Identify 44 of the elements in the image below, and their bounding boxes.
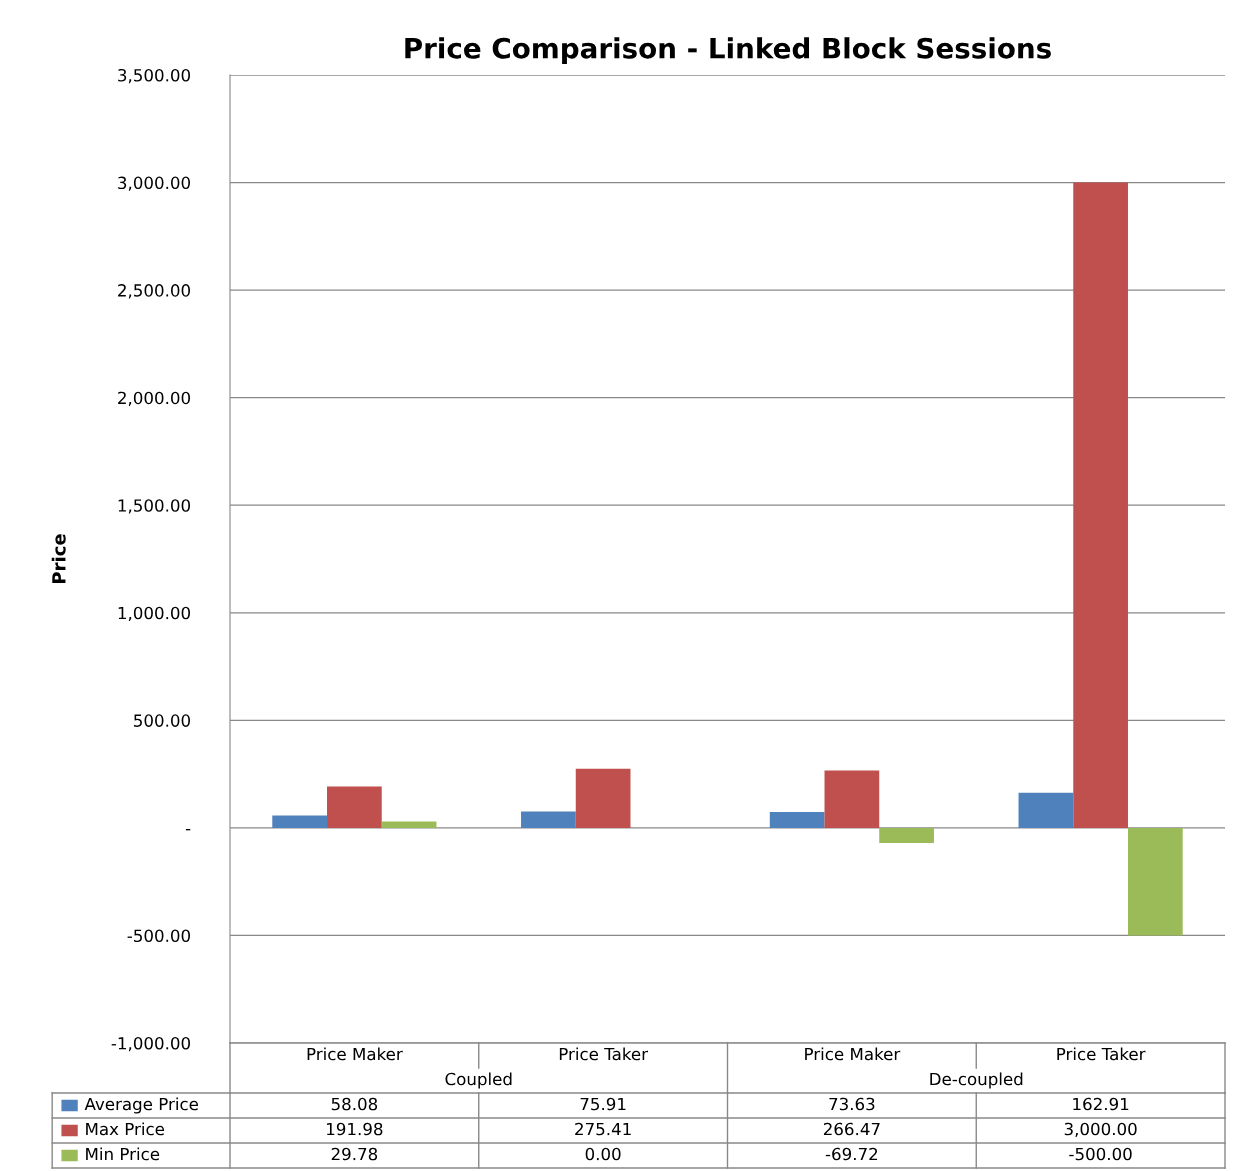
y-tick-label: 2,000.00 [118,391,190,406]
y-tick-label: 500.00 [134,714,190,727]
y-tick-label: -1,000.00 [111,1036,191,1052]
legend-label: Average Price [84,1097,199,1114]
chart-title: Price Comparison - Linked Block Sessions [405,37,1051,65]
y-axis-title: Price [51,534,66,583]
bar [824,770,880,828]
y-tick-label: -500.00 [127,929,190,943]
y-tick-label: 3,000.00 [118,176,190,191]
y-tick-label: 3,500.00 [118,68,190,84]
y-tick-label: 1,000.00 [118,606,190,622]
data-label: 191.98 [327,1122,383,1136]
data-label: -500.00 [1069,1147,1132,1161]
bar [879,827,934,843]
legend-label: Min Price [86,1147,160,1161]
bar [521,811,576,828]
data-label: 162.91 [1073,1097,1129,1111]
y-tick-label: 2,500.00 [118,284,190,299]
data-label: -69.72 [825,1147,878,1161]
x-tick-label: Price Maker [805,1047,901,1061]
y-tick-label: 1,500.00 [118,499,190,514]
data-label: 266.47 [823,1122,880,1136]
data-label: 3,000.00 [1064,1122,1137,1138]
bar [1018,792,1074,828]
bar [575,768,631,828]
bar [1127,827,1183,936]
text: Coupled [445,1072,512,1089]
y-tick-label: - [185,828,191,831]
data-label: 275.41 [575,1122,631,1136]
bar [272,815,328,828]
data-label: 75.91 [580,1097,626,1111]
bar [769,812,825,828]
text: De-coupled [930,1072,1023,1089]
data-label: 29.78 [331,1147,378,1161]
bar [381,821,437,828]
data-label: 58.08 [331,1097,378,1111]
x-tick-label: Price Maker [307,1047,403,1061]
data-label: 73.63 [829,1097,875,1111]
legend-label: Max Price [86,1122,165,1136]
bar [1073,182,1128,828]
bar [327,786,382,828]
x-tick-label: Price Taker [559,1047,648,1061]
data-label: 0.00 [585,1147,621,1161]
x-tick-label: Price Taker [1057,1047,1146,1061]
